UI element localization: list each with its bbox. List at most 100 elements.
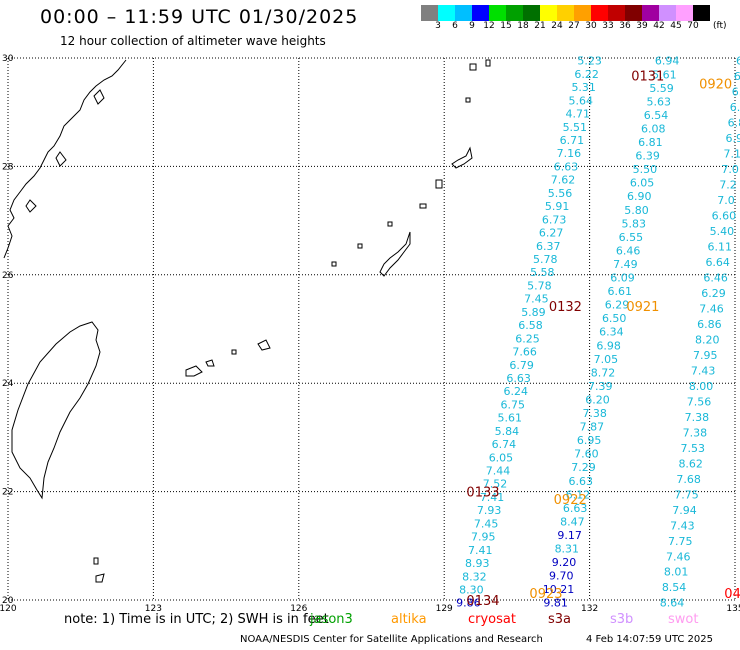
- wave-height-value: 9.20: [552, 556, 577, 569]
- wave-height-value: 7.87: [580, 421, 605, 434]
- wave-height-value: 6.63: [506, 372, 531, 385]
- colorbar-tick-label: 70: [687, 21, 699, 31]
- pass-time-label: 0131: [631, 69, 664, 84]
- wave-height-value: 6.61: [608, 285, 633, 298]
- wave-height-value: 7.41: [468, 544, 493, 557]
- wave-height-value: 5.83: [621, 217, 646, 230]
- wave-height-value: 5.61: [652, 68, 677, 81]
- wave-height-value: 7.52: [483, 478, 508, 491]
- wave-height-value: 6.22: [574, 68, 599, 81]
- colorbar-tick-label: 9: [469, 21, 475, 31]
- amami-coastline: [451, 146, 473, 169]
- wave-height-value: 6.7: [732, 86, 740, 99]
- wave-height-value: 7.62: [551, 174, 576, 187]
- wave-height-value: 6.50: [602, 312, 627, 325]
- ishigaki-coastline: [185, 365, 203, 377]
- okinawa-coastline: [379, 231, 411, 277]
- wave-height-value: 7.16: [557, 147, 582, 160]
- pass-time-label: 0922: [554, 493, 587, 508]
- wave-height-value: 6.08: [641, 122, 666, 135]
- wave-height-value: 6.37: [536, 240, 561, 253]
- wave-height-value: 5.31: [571, 81, 596, 94]
- wave-height-value: 7.38: [685, 411, 710, 424]
- wave-height-value: 8.47: [560, 515, 585, 528]
- wave-height-value: 7.43: [691, 364, 716, 377]
- wave-height-value: 7.45: [524, 293, 549, 306]
- wave-height-value: 7.05: [594, 353, 619, 366]
- wave-height-value: 6.39: [635, 150, 660, 163]
- latitude-label: 28: [2, 162, 14, 172]
- wave-height-value: 6.64: [705, 256, 730, 269]
- wave-height-value: 6.05: [489, 451, 514, 464]
- wave-height-value: 5.78: [527, 279, 552, 292]
- colorbar-swatch: [506, 5, 523, 21]
- wave-height-value: 7.46: [699, 302, 724, 315]
- colorbar-tick-label: 42: [653, 21, 665, 31]
- wave-height-value: 7.39: [588, 380, 613, 393]
- wave-height-value: 6.94: [655, 55, 680, 68]
- wave-height-value: 8.20: [695, 333, 720, 346]
- wave-height-value: 7.53: [681, 442, 706, 455]
- wave-height-value: 7.0: [717, 194, 735, 207]
- wave-height-value: 7.45: [474, 517, 499, 530]
- colorbar-tick-label: 18: [517, 21, 529, 31]
- wave-height-value: 7.60: [574, 448, 599, 461]
- wave-height-value: 5.89: [521, 306, 546, 319]
- wave-height-value: 7.75: [674, 488, 699, 501]
- wave-height-value: 10.21: [543, 583, 575, 596]
- colorbar-swatch: [642, 5, 659, 21]
- wave-height-value: 9.81: [543, 597, 568, 610]
- wave-height-value: 5.84: [495, 425, 520, 438]
- wave-height-value: 7.0: [721, 163, 739, 176]
- colorbar-swatch: [472, 5, 489, 21]
- wave-height-value: 6.58: [518, 319, 543, 332]
- wave-height-value: 6.12: [566, 488, 591, 501]
- wave-height-value: 6.05: [630, 177, 655, 190]
- wave-height-value: 7.94: [672, 504, 697, 517]
- wave-height-value: 8.00: [689, 380, 714, 393]
- wave-height-value: 7.38: [582, 407, 607, 420]
- pass-time-label: 0921: [626, 300, 659, 315]
- colorbar: [421, 5, 710, 21]
- wave-height-value: 6.5: [730, 101, 740, 114]
- wave-height-value: 6.34: [599, 326, 624, 339]
- colorbar-swatch: [693, 5, 710, 21]
- wave-height-value: 8.32: [462, 570, 487, 583]
- satellite-legend-swot: swot: [668, 612, 699, 627]
- wave-height-value: 6.98: [596, 339, 621, 352]
- colorbar-swatch: [659, 5, 676, 21]
- colorbar-tick-label: 21: [534, 21, 546, 31]
- page-subtitle: 12 hour collection of altimeter wave hei…: [60, 34, 326, 48]
- map-grid: [7, 57, 736, 601]
- wave-height-value: 8.01: [664, 566, 689, 579]
- longitude-label: 120: [0, 604, 17, 614]
- wave-height-value: 5.63: [647, 95, 672, 108]
- page-title: 00:00 – 11:59 UTC 01/30/2025: [40, 6, 359, 28]
- wave-height-value: 6.1: [736, 55, 740, 68]
- colorbar-tick-label: 27: [568, 21, 580, 31]
- latitude-labels: 30 28 26 24 22 20: [2, 54, 14, 606]
- longitude-label: 126: [290, 604, 307, 614]
- latitude-label: 24: [2, 379, 14, 389]
- colorbar-swatch: [540, 5, 557, 21]
- wave-height-value: 5.64: [568, 94, 593, 107]
- wave-height-value: 7.1: [723, 148, 740, 161]
- pass-time-label: 0920: [699, 77, 732, 92]
- taiwan-coastline: [11, 321, 101, 500]
- wave-height-value: 5.51: [563, 121, 588, 134]
- colorbar-tick-label: 30: [585, 21, 597, 31]
- wave-height-value: 5.40: [710, 225, 735, 238]
- colorbar-unit: (ft): [713, 21, 727, 31]
- satellite-legend-altika: altika: [391, 612, 427, 627]
- wave-height-value: 6.8: [728, 117, 740, 130]
- wave-height-value: 9.70: [549, 570, 574, 583]
- wave-height-value: 7.38: [683, 426, 708, 439]
- colorbar-tick-label: 3: [435, 21, 441, 31]
- pass-labels: 0131 0920 0132 0921 0133 0922 0923 0134 04: [466, 69, 740, 609]
- wave-height-value: 8.64: [660, 597, 685, 610]
- colorbar-swatch: [489, 5, 506, 21]
- wave-height-value: 6.55: [619, 231, 644, 244]
- satellite-legend-jason3: jason3: [310, 612, 353, 627]
- longitude-label: 129: [436, 604, 453, 614]
- colorbar-tick-label: 15: [500, 21, 512, 31]
